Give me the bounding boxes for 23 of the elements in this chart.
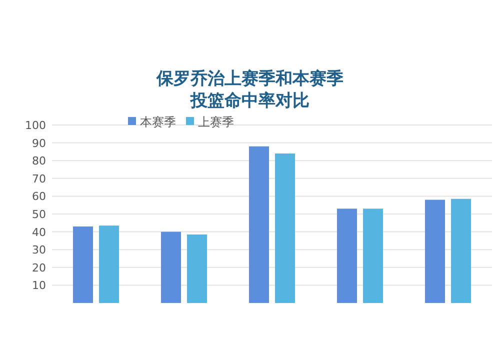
bar: [99, 226, 119, 303]
y-tick-label: 70: [32, 172, 46, 186]
y-tick-label: 50: [32, 208, 46, 221]
y-tick-label: 60: [32, 190, 46, 204]
y-tick-label: 20: [32, 261, 46, 274]
bar: [451, 198, 471, 303]
legend-label: 上赛季: [198, 115, 234, 129]
chart-title: 保罗乔治上赛季和本赛季投篮命中率对比: [155, 68, 344, 112]
y-tick-label: 10: [32, 279, 46, 292]
bar: [363, 208, 383, 303]
bar: [249, 146, 269, 303]
bar: [161, 232, 181, 303]
legend-label: 本赛季: [140, 115, 176, 129]
bar: [337, 208, 357, 303]
bar: [187, 234, 207, 303]
bar: [425, 200, 445, 303]
y-tick-label: 80: [32, 154, 46, 168]
bar: [73, 226, 93, 303]
y-tick-label: 100: [25, 119, 46, 132]
y-tick-label: 90: [32, 136, 46, 150]
y-tick-label: 40: [32, 226, 46, 239]
bar: [275, 153, 295, 303]
y-tick-label: 30: [32, 244, 46, 257]
